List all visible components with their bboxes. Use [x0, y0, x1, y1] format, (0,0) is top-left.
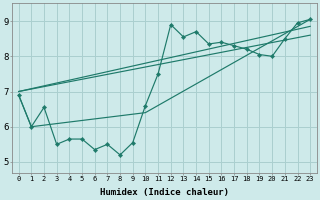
X-axis label: Humidex (Indice chaleur): Humidex (Indice chaleur) — [100, 188, 229, 197]
